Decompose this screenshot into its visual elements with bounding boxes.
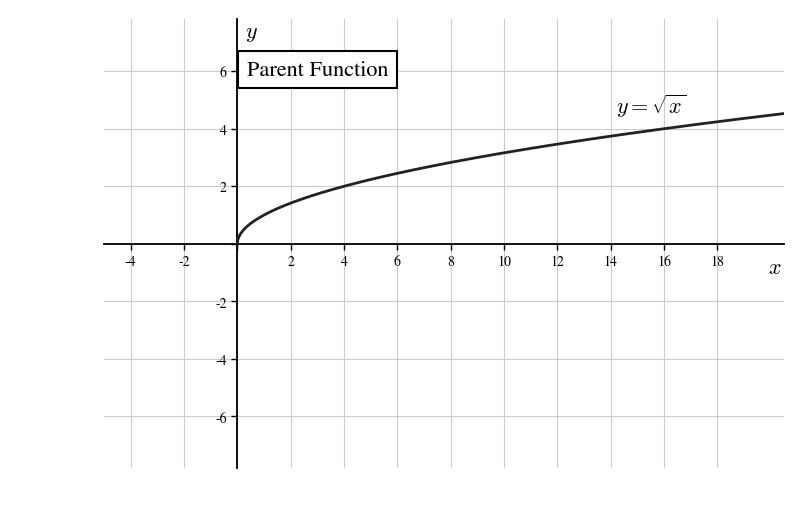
Text: $y = \sqrt{x}$: $y = \sqrt{x}$ xyxy=(616,93,686,120)
Text: Parent Function: Parent Function xyxy=(246,61,388,80)
Text: $x$: $x$ xyxy=(768,259,782,278)
Text: $y$: $y$ xyxy=(246,24,258,44)
